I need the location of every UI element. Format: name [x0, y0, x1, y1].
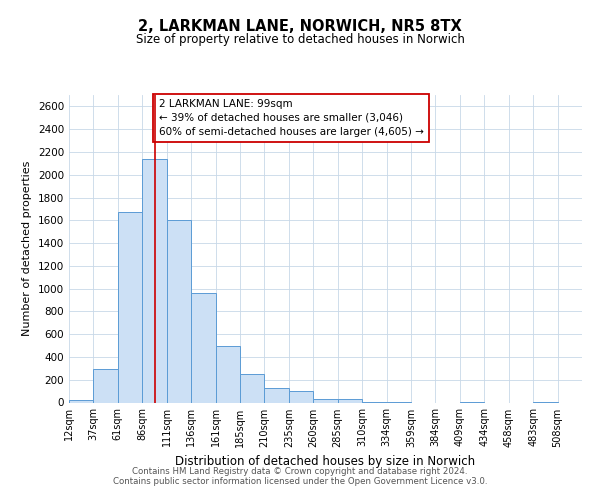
Bar [94, 369, 118, 402]
Bar [69, 400, 94, 402]
Text: Contains public sector information licensed under the Open Government Licence v3: Contains public sector information licen… [113, 477, 487, 486]
Bar [167, 220, 191, 402]
X-axis label: Distribution of detached houses by size in Norwich: Distribution of detached houses by size … [175, 455, 476, 468]
Bar [215, 346, 240, 403]
Bar [142, 159, 167, 402]
Bar [265, 388, 289, 402]
Bar [240, 374, 265, 402]
Bar [118, 212, 142, 402]
Bar [191, 293, 215, 403]
Bar [313, 399, 338, 402]
Bar [338, 399, 362, 402]
Text: Size of property relative to detached houses in Norwich: Size of property relative to detached ho… [136, 32, 464, 46]
Text: Contains HM Land Registry data © Crown copyright and database right 2024.: Contains HM Land Registry data © Crown c… [132, 467, 468, 476]
Text: 2 LARKMAN LANE: 99sqm
← 39% of detached houses are smaller (3,046)
60% of semi-d: 2 LARKMAN LANE: 99sqm ← 39% of detached … [158, 99, 424, 137]
Y-axis label: Number of detached properties: Number of detached properties [22, 161, 32, 336]
Text: 2, LARKMAN LANE, NORWICH, NR5 8TX: 2, LARKMAN LANE, NORWICH, NR5 8TX [138, 19, 462, 34]
Bar [289, 391, 313, 402]
